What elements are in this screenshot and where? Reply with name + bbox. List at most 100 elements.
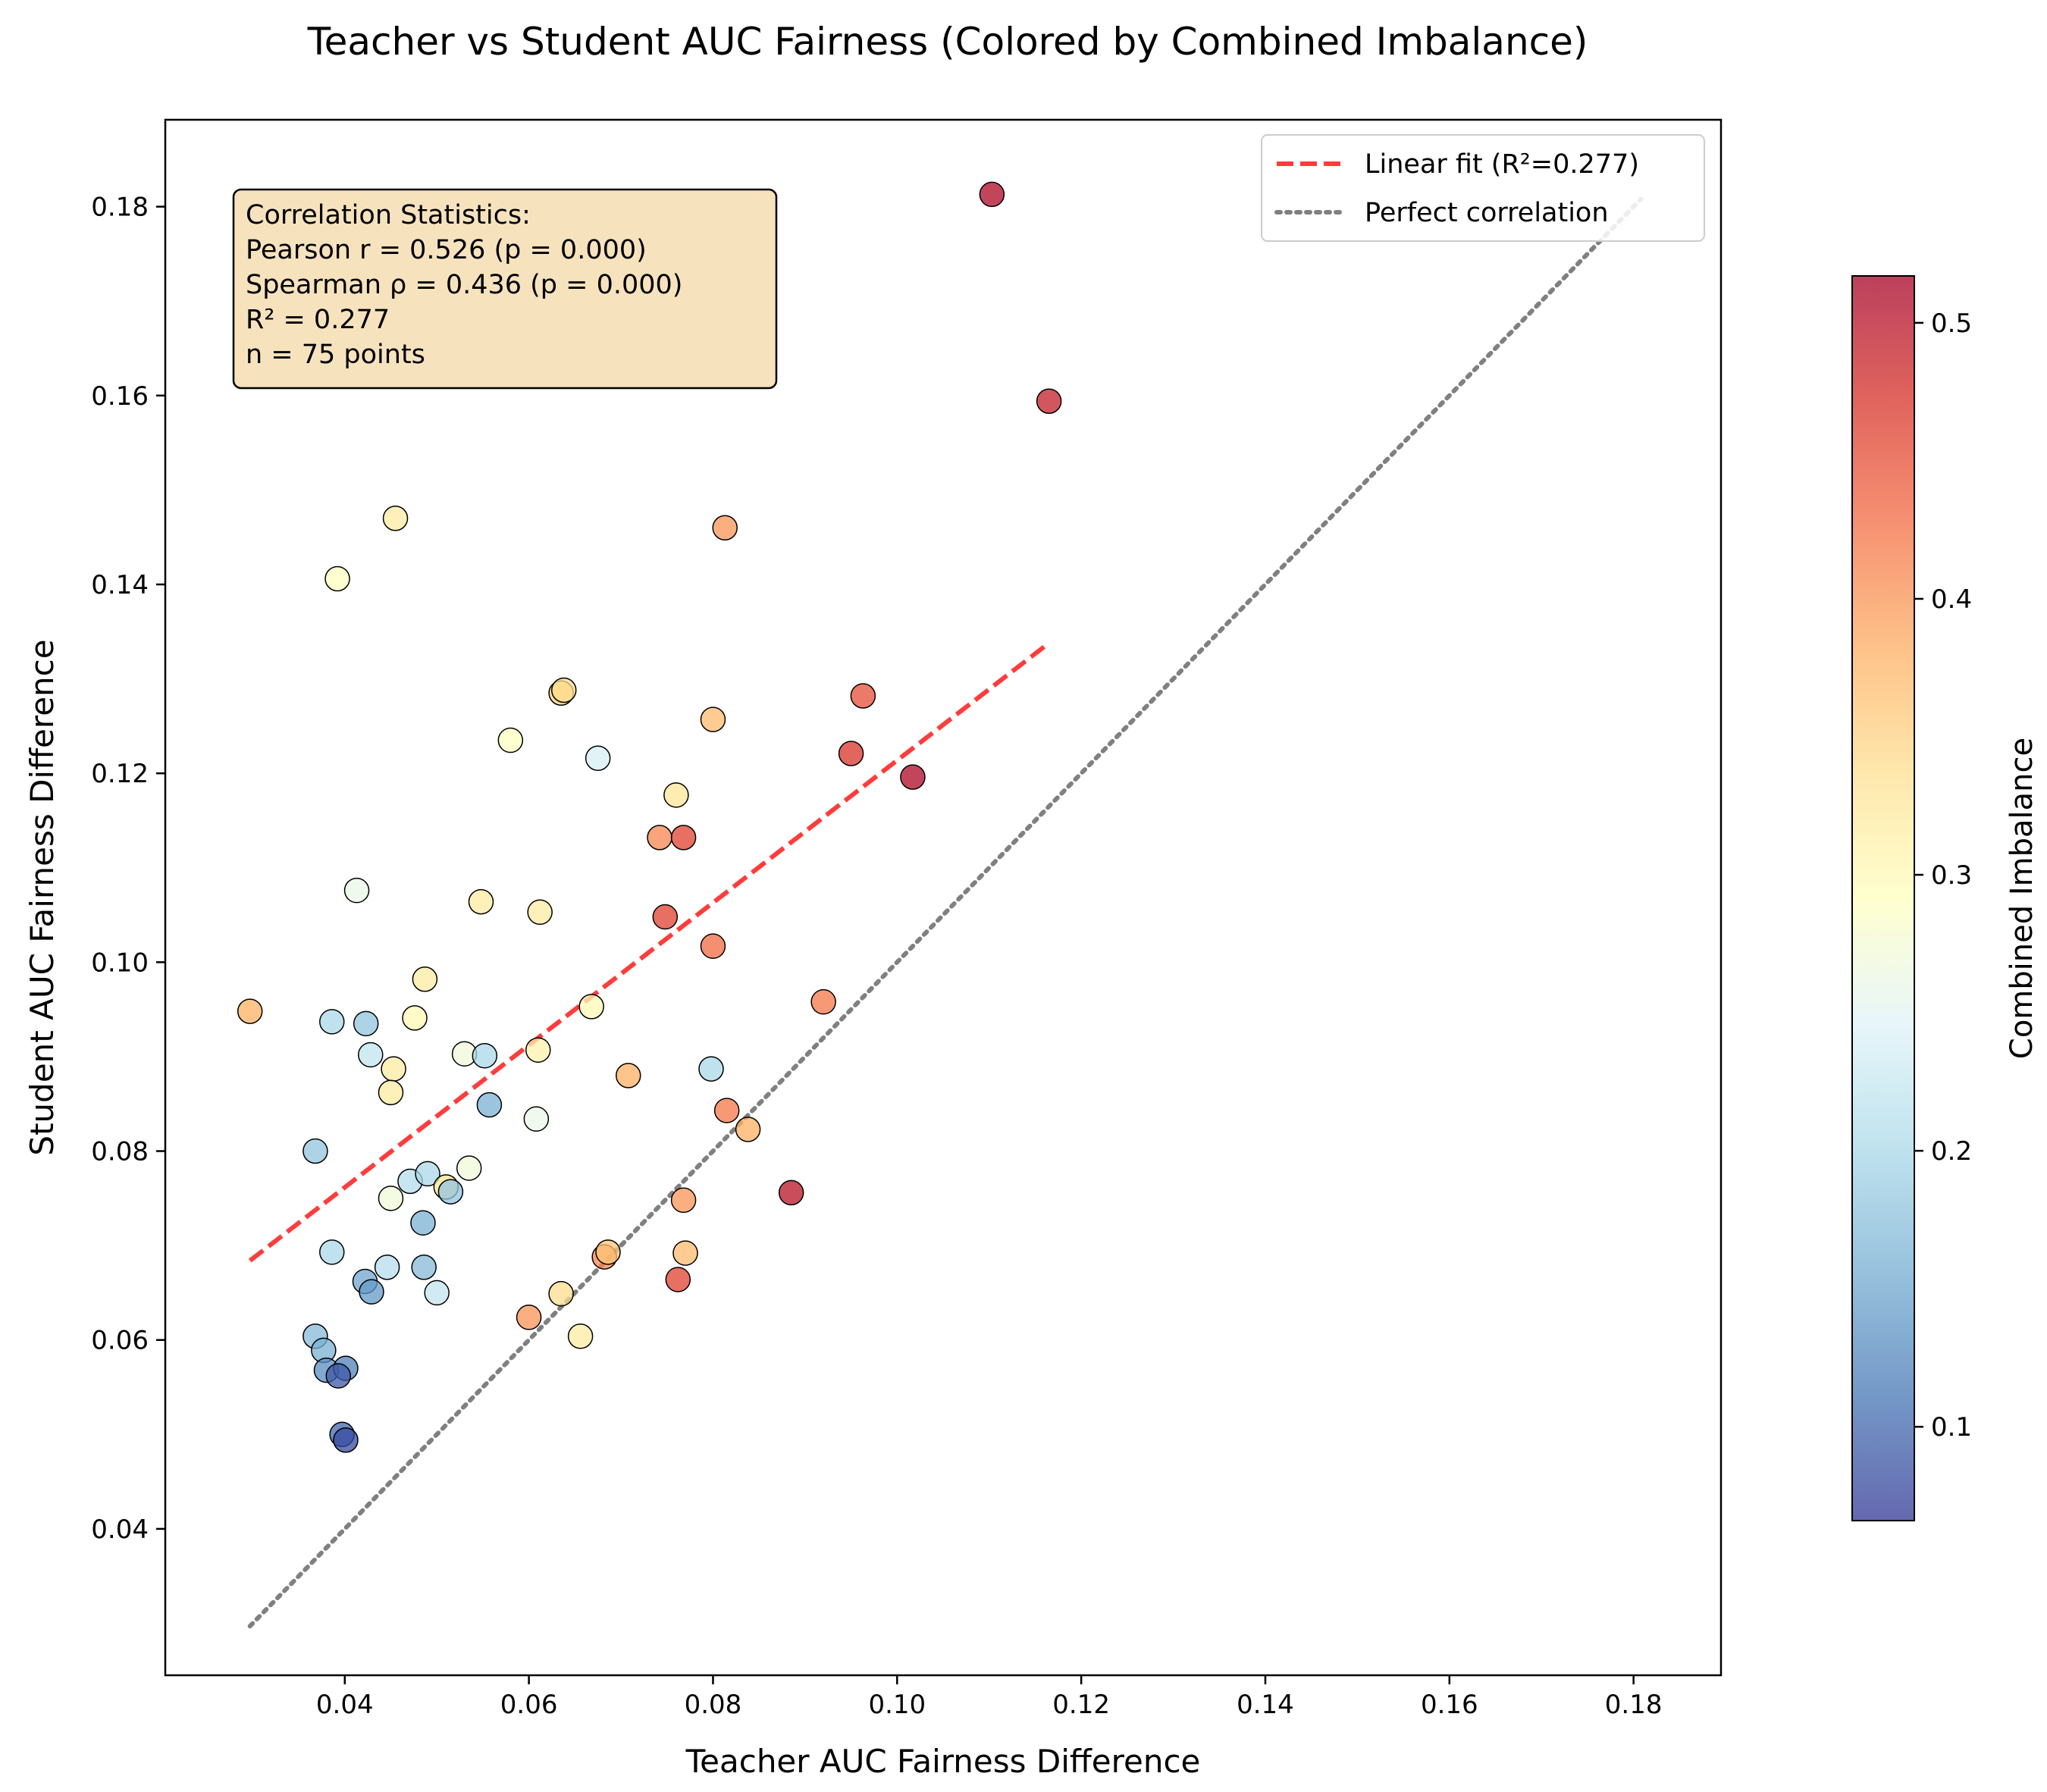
- stats-line: n = 75 points: [246, 340, 425, 370]
- scatter-point: [548, 1280, 574, 1307]
- chart-title: Teacher vs Student AUC Fairness (Colored…: [307, 20, 1588, 64]
- x-tick-label: 0.18: [1605, 1690, 1663, 1720]
- scatter-point: [410, 1210, 436, 1236]
- scatter-point: [713, 1098, 740, 1123]
- colorbar-tick-label: 0.3: [1931, 860, 1972, 891]
- scatter-point: [670, 825, 697, 851]
- scatter-point: [838, 741, 864, 766]
- scatter-point: [374, 1255, 400, 1280]
- y-axis: 0.04 0.06 0.08 0.10 0.12 0.14 0.16 0.18: [91, 193, 165, 1545]
- scatter-point: [700, 933, 726, 959]
- scatter-point: [424, 1280, 450, 1306]
- x-axis-label: Teacher AUC Fairness Difference: [685, 1743, 1201, 1780]
- y-tick-label: 0.06: [91, 1326, 149, 1356]
- scatter-point: [1036, 388, 1062, 415]
- scatter-point: [567, 1323, 594, 1349]
- linear-fit-line: [248, 641, 1051, 1263]
- scatter-point: [437, 1179, 464, 1205]
- scatter-point: [647, 825, 672, 851]
- scatter-point: [550, 677, 577, 703]
- scatter-point: [237, 998, 263, 1024]
- scatter-point: [333, 1427, 359, 1453]
- scatter-point: [359, 1279, 384, 1305]
- scatter-point: [672, 1240, 698, 1266]
- scatter-point: [850, 683, 876, 709]
- legend-fit-label: Linear fit (R²=0.277): [1365, 149, 1639, 180]
- scatter-point: [303, 1138, 328, 1164]
- scatter-point: [663, 782, 689, 808]
- colorbar: 0.1 0.2 0.3 0.4 0.5 Combined Imbalance: [1851, 275, 2039, 1521]
- scatter-point: [412, 966, 438, 992]
- scatter-point: [381, 1056, 406, 1082]
- scatter-point: [810, 988, 836, 1015]
- stats-line: R² = 0.277: [246, 305, 390, 335]
- scatter-point: [700, 706, 726, 732]
- y-tick-label: 0.14: [91, 570, 149, 600]
- scatter-point: [319, 1009, 345, 1035]
- y-tick-label: 0.08: [91, 1137, 149, 1167]
- scatter-point: [595, 1239, 621, 1265]
- y-tick-label: 0.16: [91, 381, 149, 412]
- plot-frame: [164, 118, 1723, 1677]
- scatter-point: [343, 877, 370, 904]
- scatter-point: [585, 745, 611, 771]
- x-tick-label: 0.10: [868, 1690, 926, 1720]
- y-tick-label: 0.10: [91, 948, 149, 978]
- scatter-point: [378, 1186, 404, 1211]
- colorbar-gradient: [1851, 275, 1915, 1521]
- scatter-point: [516, 1305, 542, 1330]
- scatter-point: [698, 1056, 724, 1082]
- scatter-point: [652, 904, 679, 930]
- scatter-point: [979, 181, 1005, 208]
- stats-box: Correlation Statistics: Pearson r = 0.52…: [232, 188, 778, 390]
- scatter-point: [712, 515, 738, 540]
- scatter-point: [324, 565, 350, 592]
- stats-line: Pearson r = 0.526 (p = 0.000): [246, 235, 647, 265]
- scatter-point: [358, 1042, 384, 1068]
- x-tick-label: 0.04: [316, 1690, 374, 1720]
- scatter-point: [665, 1267, 691, 1292]
- scatter-point: [615, 1063, 641, 1089]
- colorbar-tick-label: 0.5: [1931, 309, 1972, 339]
- colorbar-tick-label: 0.4: [1931, 584, 1972, 615]
- y-tick-label: 0.18: [91, 193, 149, 223]
- scatter-point: [472, 1042, 498, 1069]
- scatter-points: [237, 181, 1062, 1453]
- scatter-point: [670, 1187, 697, 1214]
- x-tick-label: 0.06: [500, 1690, 558, 1720]
- colorbar-tick-label: 0.2: [1931, 1136, 1972, 1167]
- y-tick-label: 0.12: [91, 759, 149, 789]
- y-tick-label: 0.04: [91, 1515, 149, 1545]
- scatter-point: [402, 1005, 428, 1031]
- perfect-correlation-line: [247, 196, 1644, 1629]
- scatter-point: [319, 1239, 345, 1265]
- scatter-point: [578, 994, 604, 1020]
- scatter-point: [523, 1106, 550, 1132]
- scatter-point: [778, 1180, 804, 1206]
- scatter-point: [456, 1155, 482, 1181]
- x-tick-label: 0.16: [1421, 1690, 1478, 1720]
- x-axis: 0.04 0.06 0.08 0.10 0.12 0.14 0.16 0.18: [316, 1675, 1663, 1720]
- scatter-point: [353, 1010, 379, 1037]
- scatter-point: [382, 506, 409, 531]
- scatter-point: [325, 1363, 352, 1389]
- scatter-point: [735, 1117, 761, 1142]
- scatter-point: [411, 1255, 437, 1280]
- x-tick-label: 0.14: [1237, 1690, 1294, 1720]
- scatter-point: [468, 888, 494, 915]
- x-tick-label: 0.12: [1052, 1690, 1110, 1720]
- legend-identity-label: Perfect correlation: [1365, 198, 1609, 228]
- y-axis-label: Student AUC Fairness Difference: [24, 639, 61, 1155]
- scatter-point: [525, 1037, 551, 1063]
- stats-line: Spearman ρ = 0.436 (p = 0.000): [246, 270, 682, 300]
- colorbar-label: Combined Imbalance: [2005, 738, 2039, 1059]
- scatter-point: [378, 1079, 404, 1106]
- x-tick-label: 0.08: [685, 1690, 742, 1720]
- scatter-point: [527, 899, 553, 926]
- scatter-point: [497, 727, 524, 753]
- scatter-point: [476, 1092, 503, 1118]
- scatter-point: [415, 1161, 440, 1187]
- scatter-point: [900, 764, 926, 790]
- colorbar-tick-label: 0.1: [1931, 1412, 1972, 1443]
